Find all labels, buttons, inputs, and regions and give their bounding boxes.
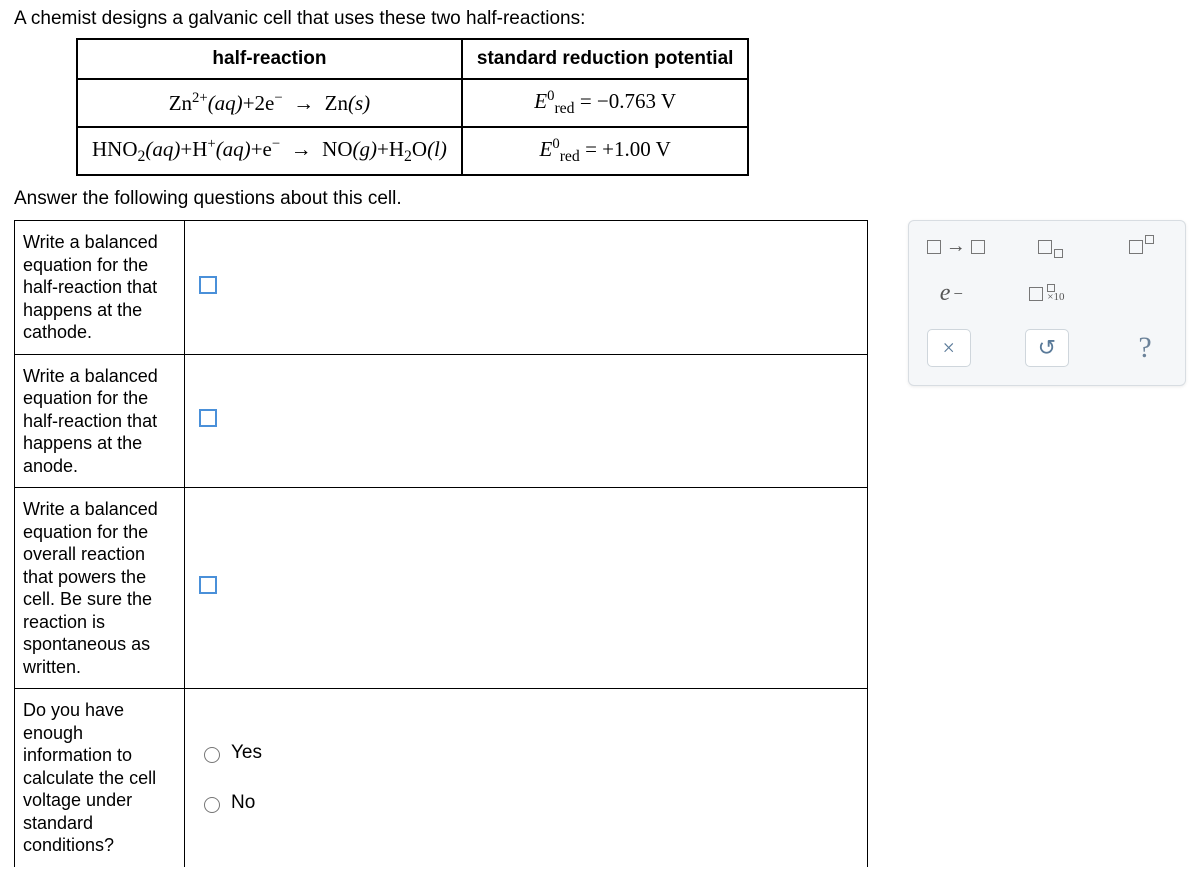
table-row: Zn2+(aq)+2e− → Zn(s) E0red = −0.763 V [77, 79, 748, 127]
clear-button[interactable]: × [927, 329, 971, 367]
box-icon [1038, 240, 1052, 254]
answer-cell-overall[interactable] [185, 488, 868, 689]
arrow-icon: → [946, 235, 966, 258]
reaction-cell-1: HNO2(aq)+H+(aq)+e− → NO(g)+H2O(l) [77, 127, 462, 175]
help-button[interactable]: ? [1123, 329, 1167, 367]
equation-input-placeholder[interactable] [199, 409, 217, 427]
scientific-notation-button[interactable]: ×10 [1022, 284, 1072, 303]
question-label: Do you have enough information to calcul… [15, 689, 185, 867]
equation-palette: → e− ×10 [908, 220, 1186, 386]
subscript-button[interactable] [1026, 240, 1076, 254]
electron-button[interactable]: e− [927, 280, 977, 307]
question-row-cathode: Write a balanced equation for the half-r… [15, 221, 868, 355]
box-icon [927, 240, 941, 254]
box-icon [971, 240, 985, 254]
box-icon [1054, 249, 1063, 258]
box-icon [1129, 240, 1143, 254]
question-row-voltage-info: Do you have enough information to calcul… [15, 689, 868, 867]
col-head-reaction: half-reaction [77, 39, 462, 79]
x-icon: × [943, 335, 955, 361]
answer-cell-radio: Yes No [185, 689, 868, 867]
question-row-overall: Write a balanced equation for the overal… [15, 488, 868, 689]
instruction-text: Answer the following questions about thi… [14, 188, 1186, 210]
question-row-anode: Write a balanced equation for the half-r… [15, 354, 868, 488]
reaction-cell-0: Zn2+(aq)+2e− → Zn(s) [77, 79, 462, 127]
table-row: HNO2(aq)+H+(aq)+e− → NO(g)+H2O(l) E0red … [77, 127, 748, 175]
box-icon [1145, 235, 1154, 244]
radio-yes[interactable] [204, 747, 220, 763]
superscript-button[interactable] [1117, 240, 1167, 254]
radio-no[interactable] [204, 797, 220, 813]
answer-cell-cathode[interactable] [185, 221, 868, 355]
question-label: Write a balanced equation for the half-r… [15, 221, 185, 355]
equation-input-placeholder[interactable] [199, 576, 217, 594]
questions-table: Write a balanced equation for the half-r… [14, 220, 868, 867]
question-label: Write a balanced equation for the half-r… [15, 354, 185, 488]
reset-icon: ↺ [1038, 335, 1056, 361]
box-icon [1029, 287, 1043, 301]
radio-yes-label: Yes [231, 742, 262, 764]
yields-button[interactable]: → [927, 235, 985, 258]
question-icon: ? [1138, 331, 1151, 365]
col-head-potential: standard reduction potential [462, 39, 749, 79]
reset-button[interactable]: ↺ [1025, 329, 1069, 367]
equation-input-placeholder[interactable] [199, 276, 217, 294]
intro-text: A chemist designs a galvanic cell that u… [14, 8, 1186, 30]
radio-no-label: No [231, 792, 255, 814]
question-label: Write a balanced equation for the overal… [15, 488, 185, 689]
potential-cell-1: E0red = +1.00 V [462, 127, 749, 175]
potential-cell-0: E0red = −0.763 V [462, 79, 749, 127]
answer-cell-anode[interactable] [185, 354, 868, 488]
reactions-table: half-reaction standard reduction potenti… [76, 38, 749, 176]
